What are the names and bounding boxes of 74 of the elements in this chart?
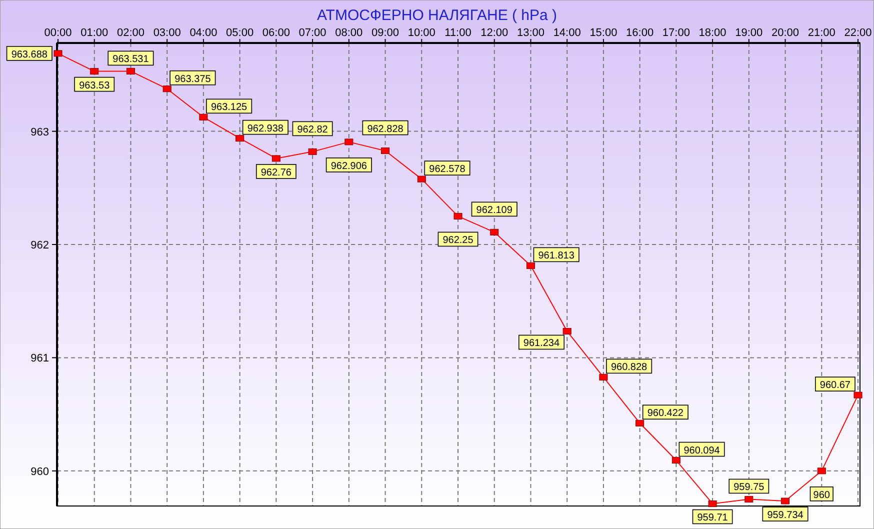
- data-label: 962.906: [330, 160, 368, 172]
- y-tick-label: 960: [30, 466, 49, 478]
- point: [636, 420, 644, 426]
- x-tick-label: 00:00: [44, 27, 72, 39]
- x-tick-label: 21:00: [808, 27, 836, 39]
- point: [562, 328, 572, 334]
- x-tick-label: 01:00: [80, 27, 108, 39]
- x-tick-label: 06:00: [262, 27, 290, 39]
- data-label: 963.125: [210, 102, 248, 114]
- y-tick-label: 962: [30, 240, 49, 252]
- point: [417, 176, 426, 182]
- point: [236, 135, 244, 142]
- data-label: 962.76: [260, 167, 292, 178]
- data-label: 962.578: [429, 164, 466, 176]
- point: [526, 262, 535, 269]
- point: [708, 500, 717, 507]
- point: [199, 114, 208, 120]
- data-label: 963.531: [112, 54, 150, 66]
- point: [817, 468, 826, 474]
- point: [90, 68, 99, 75]
- y-tick-label: 963: [30, 126, 49, 138]
- data-label: 962.828: [367, 124, 404, 135]
- point: [599, 374, 608, 380]
- point: [272, 155, 280, 162]
- point: [744, 496, 754, 502]
- data-label: 960.67: [820, 380, 851, 392]
- data-label: 960.422: [647, 408, 684, 420]
- x-tick-label: 22:00: [844, 27, 872, 39]
- data-label: 962.109: [476, 205, 513, 216]
- data-label: 962.82: [297, 124, 328, 136]
- y-tick-label: 961: [30, 352, 49, 365]
- point: [781, 498, 790, 504]
- data-label: 960.094: [684, 445, 720, 456]
- x-tick-label: 11:00: [444, 27, 472, 39]
- x-tick-label: 17:00: [662, 27, 690, 39]
- x-tick-label: 13:00: [516, 27, 544, 39]
- x-tick-label: 10:00: [408, 27, 436, 39]
- point: [672, 457, 680, 464]
- point: [54, 50, 62, 57]
- x-tick-label: 20:00: [772, 27, 800, 39]
- x-tick-label: 15:00: [590, 27, 618, 39]
- data-label: 959.71: [697, 512, 728, 524]
- data-label: 959.75: [734, 482, 765, 494]
- data-label: 963.375: [174, 74, 212, 85]
- data-label: 960.828: [610, 362, 648, 374]
- point: [162, 86, 172, 92]
- data-label: 961.813: [538, 250, 575, 262]
- data-label: 963.53: [79, 80, 110, 92]
- x-tick-label: 08:00: [335, 27, 363, 39]
- x-tick-label: 14:00: [553, 27, 581, 39]
- x-tick-label: 09:00: [372, 27, 400, 39]
- point: [308, 148, 317, 155]
- x-tick-label: 05:00: [226, 27, 254, 39]
- data-label: 963.688: [11, 49, 48, 60]
- x-tick-label: 02:00: [116, 27, 144, 39]
- data-label: 960: [813, 490, 830, 501]
- x-tick-label: 18:00: [698, 27, 726, 39]
- data-label: 959.734: [767, 510, 804, 522]
- point: [126, 68, 135, 74]
- point: [454, 212, 462, 220]
- data-label: 962.25: [442, 235, 474, 246]
- x-tick-label: 12:00: [480, 27, 508, 39]
- point: [344, 138, 354, 146]
- data-label: 962.938: [247, 123, 284, 134]
- x-tick-label: 16:00: [626, 27, 654, 39]
- point: [854, 392, 862, 398]
- x-tick-label: 04:00: [190, 27, 218, 39]
- chart-title: АТМОСФЕРНО НАЛЯГАНЕ ( hPa ): [316, 7, 558, 24]
- data-label: 961.234: [523, 338, 560, 350]
- x-tick-label: 03:00: [153, 27, 181, 39]
- point: [381, 148, 390, 154]
- point: [490, 228, 499, 236]
- x-tick-label: 07:00: [298, 27, 326, 39]
- x-tick-label: 19:00: [735, 27, 763, 39]
